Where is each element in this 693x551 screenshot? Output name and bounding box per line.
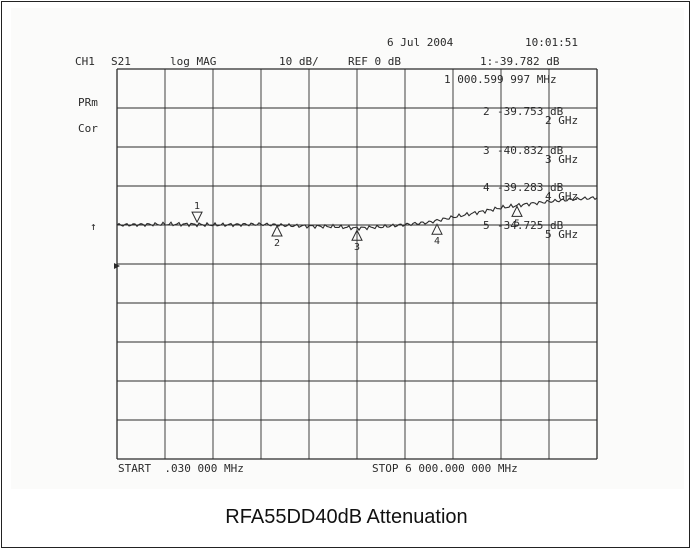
prm-label: PRm [78,96,98,109]
marker-number-label: 1 [194,201,200,212]
marker-list: 1 000.599 997 MHz 2 -39.753 dB 2 GHz 3 -… [444,73,578,241]
marker-5-symbol: 5 [511,205,523,229]
start-frequency-label: START .030 000 MHz [118,462,244,475]
marker-triangle-icon [511,205,523,217]
ref-label: REF 0 dB [348,55,401,68]
marker-5-value: -34.725 dB [497,219,564,232]
marker-readout: 1:-39.782 dB [480,55,560,68]
marker-number-label: 5 [514,218,520,229]
time-label: 10:01:51 [525,36,578,49]
marker-triangle-icon [271,224,283,237]
marker-number-label: 4 [434,236,440,247]
reference-arrow-icon: ↑ [90,220,97,233]
s21-trace-line [116,196,598,232]
marker-5-freq: 5 GHz [545,228,578,241]
figure-caption: RFA55DD40dB Attenuation [225,506,468,528]
marker-number-label: 2 [274,238,280,249]
format-label: log MAG [170,55,216,68]
stop-frequency-label: STOP 6 000.000 000 MHz [372,462,518,475]
marker-3-freq: 3 GHz [545,153,578,166]
marker-1-symbol: 1 [191,201,203,224]
marker-3-symbol: 3 [351,229,363,253]
marker-4-value: -39.283 dB [497,181,564,194]
date-label: 6 Jul 2004 [387,36,454,49]
channel-label: CH1 [75,55,95,68]
marker-1-freq: 1 000.599 997 MHz [444,73,557,86]
marker-symbols: 1 2 3 4 5 [191,201,523,253]
param-label: S21 [111,55,131,68]
marker-triangle-icon [191,211,203,224]
marker-4-symbol: 4 [431,223,443,247]
marker-3-id: 3 [483,144,490,157]
marker-2-id: 2 [483,105,490,118]
marker-5-id: 5 [483,219,490,232]
marker-4-id: 4 [483,181,490,194]
plot-grid [116,68,598,460]
scale-label: 10 dB/ [279,55,319,68]
cor-label: Cor [78,122,98,135]
marker-triangle-icon [431,223,443,235]
marker-triangle-icon [351,229,363,241]
marker-2-symbol: 2 [271,224,283,249]
marker-2-freq: 2 GHz [545,114,578,127]
marker-2-value: -39.753 dB [497,105,564,118]
marker-number-label: 3 [354,242,360,253]
marker-4-freq: 4 GHz [545,190,578,203]
analyzer-printout [11,8,684,489]
marker-3-value: -40.832 dB [497,144,564,157]
